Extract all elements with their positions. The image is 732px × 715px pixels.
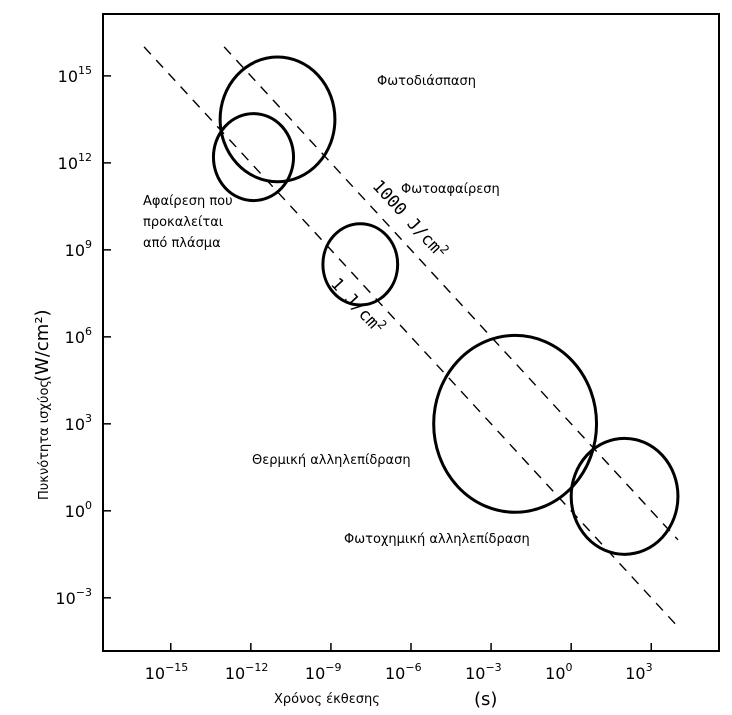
region-label-plasma-ablation: από πλάσμα <box>143 236 221 251</box>
x-tick-label: 10−6 <box>385 661 422 683</box>
y-axis-unit: (W/cm²) <box>32 309 53 382</box>
x-tick-label: 10−3 <box>465 661 502 683</box>
x-tick-label: 10−12 <box>225 661 269 683</box>
y-tick-label: 1015 <box>58 64 92 86</box>
x-tick-label: 100 <box>545 661 572 683</box>
x-axis-unit: (s) <box>474 689 497 710</box>
region-photodisruption <box>218 55 337 184</box>
region-label-plasma-ablation: Αφαίρεση που <box>143 194 233 209</box>
region-photochemical <box>569 436 680 556</box>
region-label-thermal: Θερμική αλληλεπίδραση <box>252 453 411 468</box>
region-photoablation <box>321 222 400 307</box>
interaction-regions <box>211 55 680 556</box>
region-label-photochemical: Φωτοχημική αλληλεπίδραση <box>344 532 530 547</box>
y-tick-label: 1012 <box>58 151 92 173</box>
x-tick-label: 10−9 <box>305 661 342 683</box>
y-tick-label: 103 <box>65 412 92 434</box>
y-tick-label: 106 <box>65 325 92 347</box>
x-axis-ticks: 10−15 10−12 10−9 10−6 10−3 100 103 <box>145 643 653 683</box>
region-label-plasma-ablation: προκαλείται <box>143 215 223 230</box>
y-tick-label: 10−3 <box>55 586 92 608</box>
region-labels: Φωτοδιάσπαση Αφαίρεση που προκαλείται από π… <box>143 74 530 547</box>
y-tick-label: 100 <box>65 499 92 521</box>
fluence-line-1000-j-cm2 <box>223 46 679 541</box>
region-plasma-ablation <box>211 112 296 203</box>
region-label-photoablation: Φωτοαφαίρεση <box>401 182 500 197</box>
x-axis-title: Χρόνος έκθεσης <box>274 692 380 707</box>
region-label-photodisruption: Φωτοδιάσπαση <box>377 74 476 89</box>
fluence-line-1-j-cm2 <box>143 46 679 628</box>
x-tick-label: 10−15 <box>145 661 189 683</box>
y-axis-ticks: 1015 1012 109 106 103 100 10−3 <box>55 64 111 608</box>
y-axis-title: Πυκνότητα ισχύος <box>37 380 52 500</box>
x-tick-label: 103 <box>625 661 652 683</box>
region-thermal <box>432 333 599 514</box>
y-tick-label: 109 <box>65 238 92 260</box>
